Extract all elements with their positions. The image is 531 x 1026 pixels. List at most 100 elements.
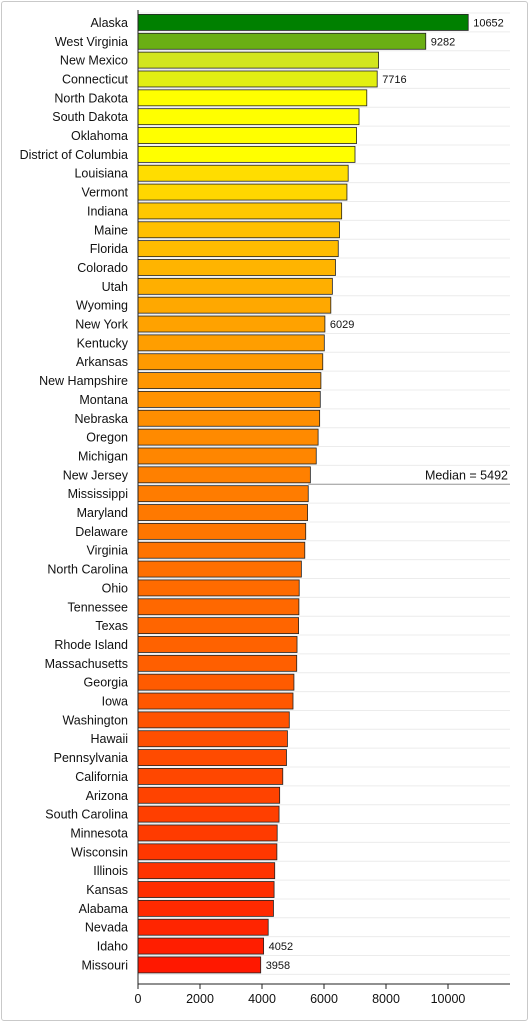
bar — [137, 654, 298, 672]
category-label: South Dakota — [52, 110, 128, 124]
bar — [137, 560, 302, 578]
bar — [137, 409, 321, 427]
category-label: South Carolina — [45, 808, 128, 822]
bar — [137, 730, 288, 748]
bar — [137, 51, 379, 69]
category-label: Alabama — [79, 902, 128, 916]
bar — [137, 108, 360, 126]
bar — [137, 711, 290, 729]
category-label: Idaho — [97, 940, 128, 954]
bar — [137, 598, 300, 616]
category-label: Mississippi — [68, 487, 128, 501]
bar — [137, 786, 281, 804]
category-label: Vermont — [81, 186, 128, 200]
bar — [137, 127, 357, 144]
data-label: 6029 — [330, 319, 354, 331]
category-label: Pennsylvania — [54, 751, 128, 765]
bar — [137, 164, 349, 182]
category-label: Montana — [79, 393, 128, 407]
category-label: Rhode Island — [54, 638, 128, 652]
bar — [137, 843, 278, 861]
bar — [137, 899, 274, 917]
category-label: Maryland — [77, 506, 128, 520]
data-label: 3958 — [266, 960, 290, 972]
category-label: Indiana — [87, 204, 128, 218]
bar — [137, 824, 278, 842]
x-tick-label: 0 — [135, 992, 142, 1006]
category-label: Louisiana — [74, 167, 128, 181]
bar — [137, 89, 368, 107]
bar — [137, 692, 294, 710]
bar — [137, 70, 378, 88]
category-label: California — [75, 770, 128, 784]
bar — [137, 183, 348, 201]
category-label: Colorado — [77, 261, 128, 275]
category-label: Massachusetts — [45, 657, 128, 671]
bar — [137, 277, 333, 295]
category-label: Connecticut — [62, 72, 129, 86]
x-tick-label: 4000 — [248, 992, 276, 1006]
bar — [137, 768, 284, 785]
category-label: Arizona — [86, 789, 128, 803]
category-label: Oregon — [86, 431, 128, 445]
category-label: Alaska — [90, 16, 128, 30]
bar — [137, 918, 269, 936]
category-label: Missouri — [81, 958, 128, 972]
bar — [137, 221, 340, 239]
category-label: Tennessee — [68, 600, 129, 614]
category-label: Arkansas — [76, 355, 128, 369]
bar — [137, 881, 275, 898]
bar — [137, 466, 311, 484]
bar — [137, 541, 306, 559]
category-label: Nebraska — [75, 412, 129, 426]
category-label: Hawaii — [90, 732, 128, 746]
category-label: Illinois — [93, 864, 128, 878]
bar — [137, 862, 276, 880]
category-label: New York — [75, 318, 129, 332]
category-label: West Virginia — [55, 35, 128, 49]
category-label: Georgia — [84, 676, 129, 690]
category-label: Wyoming — [76, 299, 128, 313]
category-label: Washington — [62, 713, 128, 727]
data-label: 7716 — [382, 74, 406, 86]
category-label: New Jersey — [63, 468, 129, 482]
category-label: Iowa — [102, 695, 128, 709]
category-label: District of Columbia — [20, 148, 128, 162]
bar — [137, 749, 287, 766]
bar — [137, 937, 265, 955]
data-label: 10652 — [473, 17, 504, 29]
bar — [137, 636, 298, 653]
bar — [137, 504, 308, 521]
category-label: Delaware — [75, 525, 128, 539]
category-label: Florida — [90, 242, 128, 256]
bar — [137, 334, 325, 352]
data-label: 9282 — [431, 36, 455, 48]
category-label: Ohio — [102, 581, 128, 595]
category-label: Texas — [95, 619, 128, 633]
bar — [137, 447, 317, 465]
bar — [137, 240, 339, 258]
bar — [137, 617, 299, 635]
bar — [137, 259, 336, 276]
bar — [137, 353, 324, 371]
bar — [137, 202, 343, 220]
category-label: New Hampshire — [39, 374, 128, 388]
category-label: New Mexico — [60, 54, 128, 68]
category-label: Kansas — [86, 883, 128, 897]
bar — [137, 14, 469, 31]
x-tick-label: 10000 — [431, 992, 466, 1006]
category-label: Minnesota — [70, 826, 128, 840]
bar — [137, 145, 356, 163]
category-label: North Carolina — [47, 563, 128, 577]
bar — [137, 579, 300, 597]
bar — [137, 315, 326, 333]
category-label: Oklahoma — [71, 129, 128, 143]
category-label: Virginia — [87, 544, 129, 558]
median-label: Median = 5492 — [425, 468, 508, 482]
x-tick-label: 2000 — [186, 992, 214, 1006]
bar — [137, 956, 262, 974]
category-label: Utah — [102, 280, 128, 294]
category-label: Michigan — [78, 449, 128, 463]
